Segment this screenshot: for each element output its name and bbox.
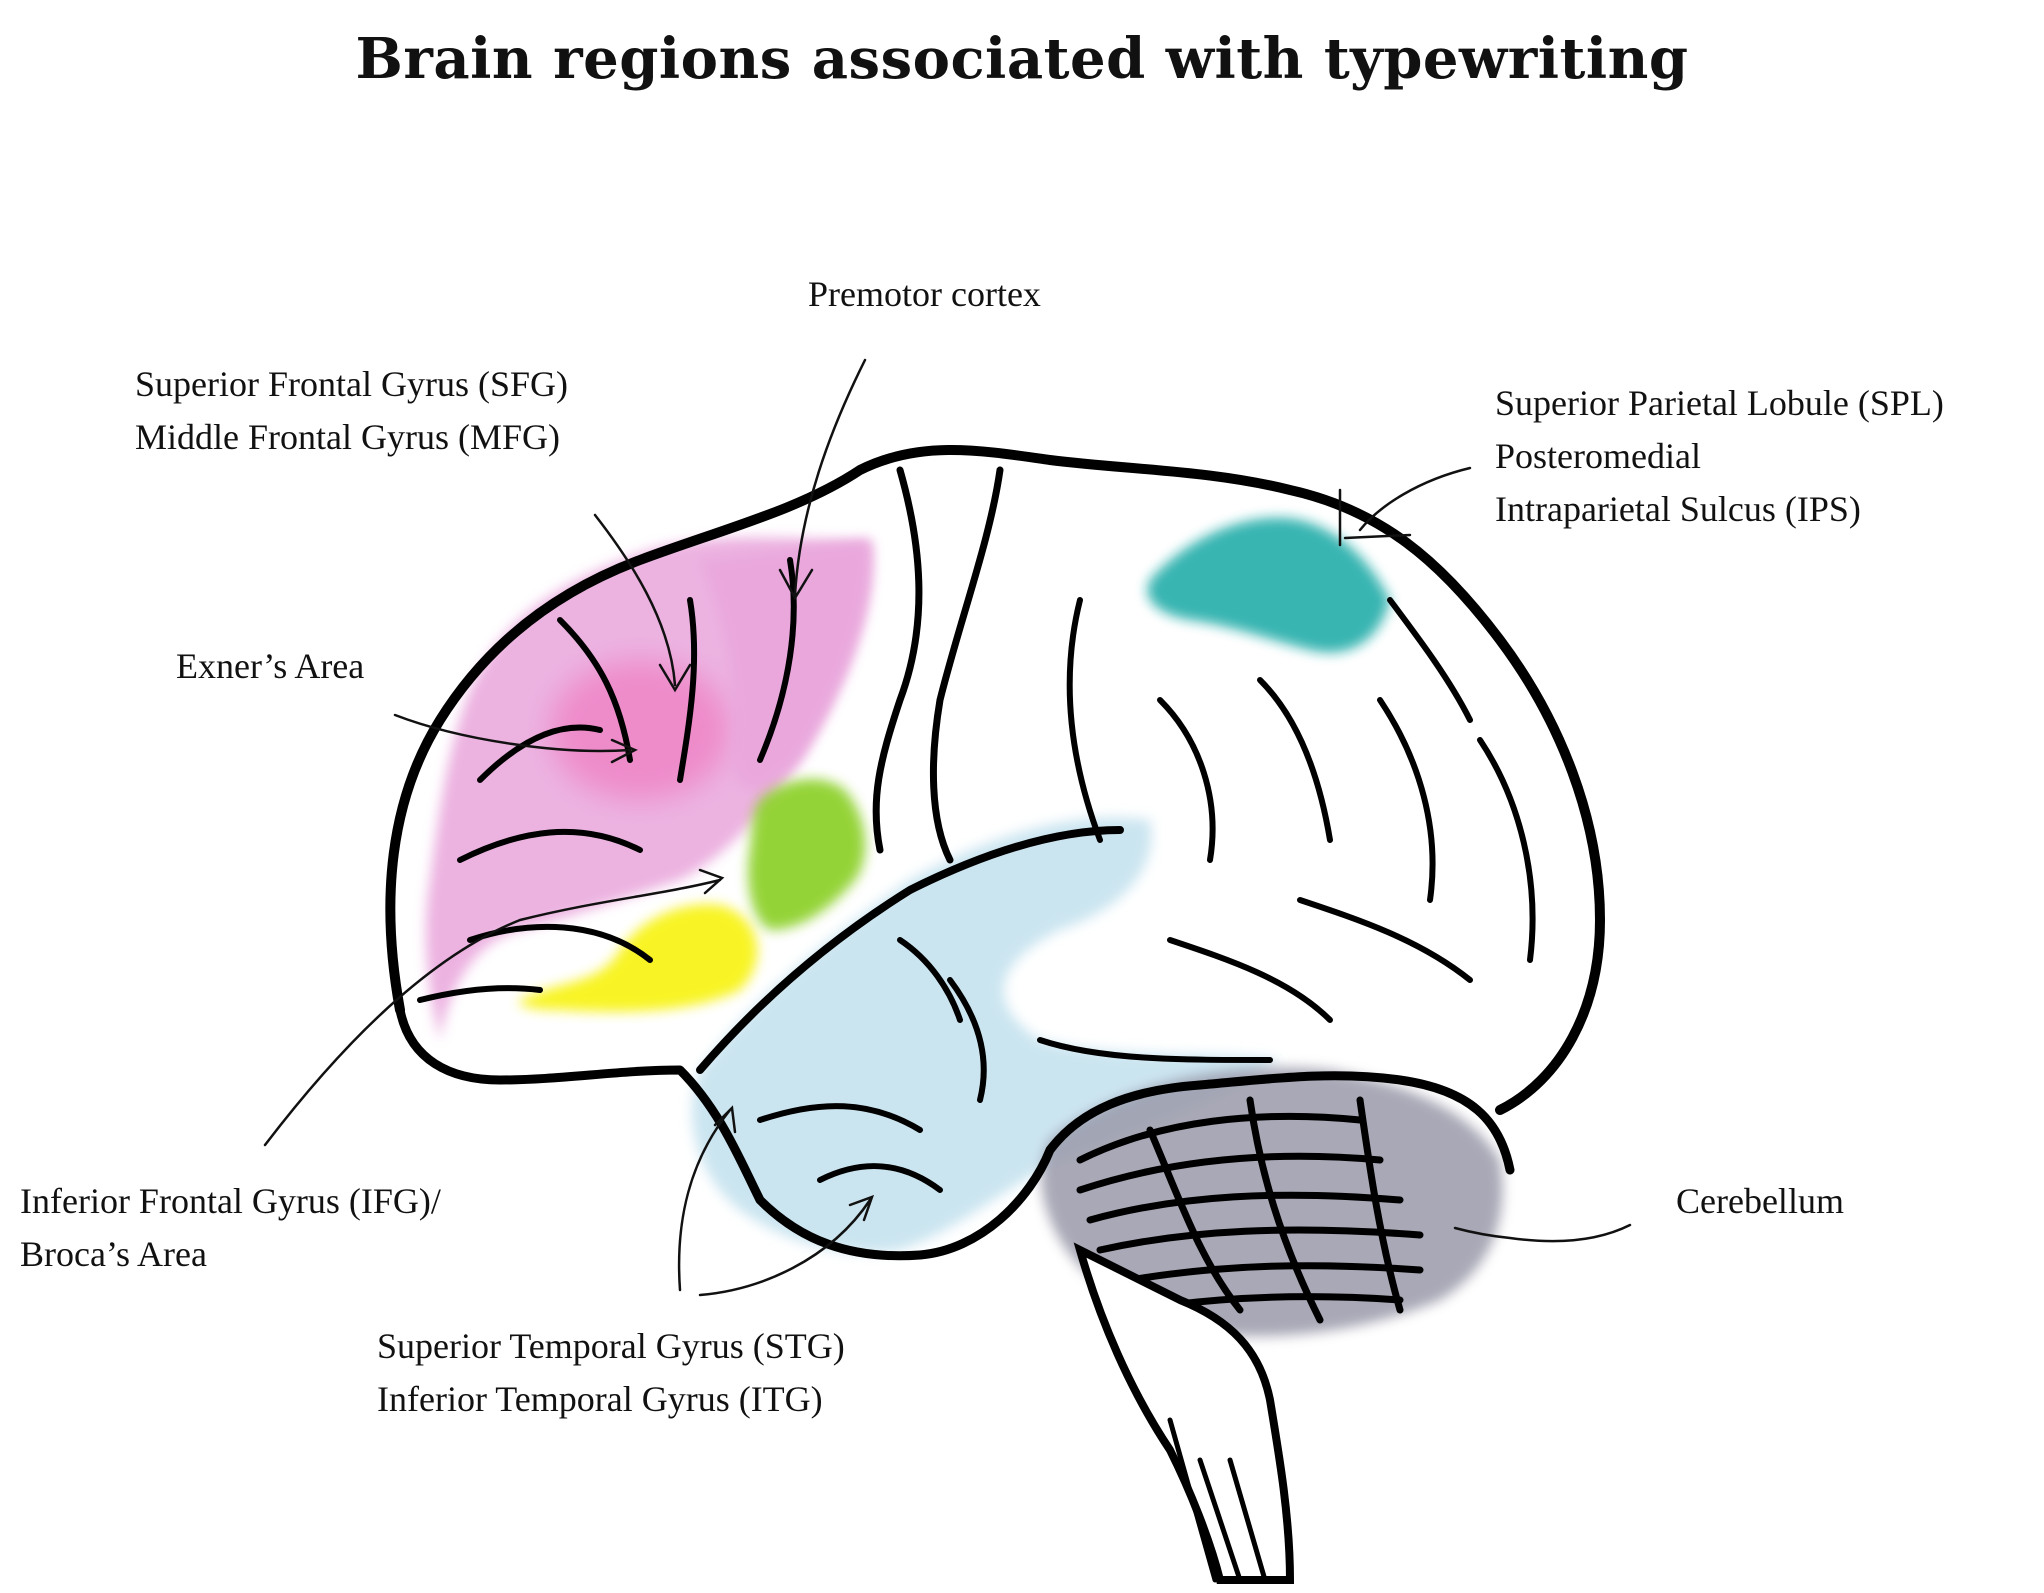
temporal-fill [692,817,1280,1253]
pointer-temporal [677,1105,875,1297]
brain-outline [385,445,1605,1261]
pointer-lines [263,358,1632,1297]
ifg-fill [519,904,758,1012]
diagram-title: Brain regions associated with typewritin… [355,26,1689,92]
parietal-fill [1147,517,1390,653]
region-fills [425,517,1503,1337]
label-exners-area: Exner’s Area [176,646,365,686]
label-sfg-mfg: Superior Frontal Gyrus (SFG) Middle Fron… [135,364,568,457]
cerebellum-lines [1076,1096,1424,1324]
pointer-cerebellum [1453,1223,1632,1243]
pointer-exner [393,713,638,764]
precentral-fill [748,779,866,930]
brainstem [1073,1242,1295,1584]
label-stg-itg: Superior Temporal Gyrus (STG) Inferior T… [377,1326,845,1419]
pointer-parietal [1338,466,1472,547]
label-premotor-cortex: Premotor cortex [808,274,1041,314]
label-cerebellum: Cerebellum [1676,1181,1844,1221]
pointer-premotor [778,358,867,601]
label-ifg-broca: Inferior Frontal Gyrus (IFG)/ Broca’s Ar… [20,1181,441,1274]
premotor-fill [700,540,871,790]
pointer-ifg [263,868,725,1147]
pointer-frontal [593,513,692,693]
label-spl-ips: Superior Parietal Lobule (SPL) Posterome… [1495,383,1944,529]
